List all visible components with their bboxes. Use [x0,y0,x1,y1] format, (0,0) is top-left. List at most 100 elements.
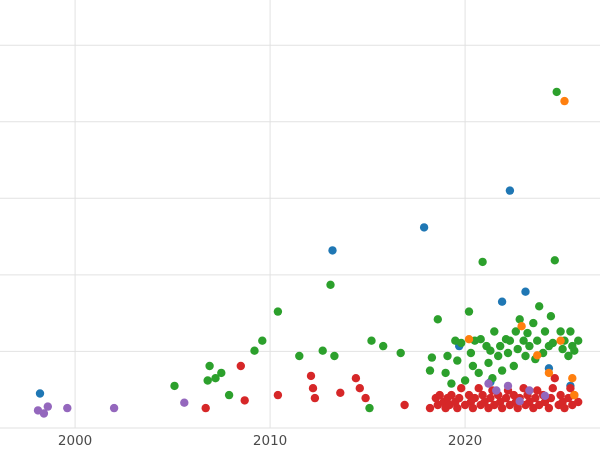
data-point-red [550,374,559,383]
data-point-blue [521,287,530,296]
data-point-green [552,87,561,97]
data-point-red [457,384,466,393]
data-point-red [556,390,565,400]
data-point-red [240,396,249,405]
data-point-green [515,315,524,324]
data-point-red [306,371,316,381]
data-point-green [453,356,462,365]
data-point-orange [517,322,526,331]
data-point-green [478,257,487,267]
data-point-red [497,403,507,413]
data-point-green [466,348,476,358]
data-point-green [503,348,513,358]
data-point-green [318,346,327,355]
data-point-green [490,327,499,336]
data-point-purple [109,403,119,413]
data-point-blue [419,223,429,232]
data-point-blue [328,246,337,255]
data-point-green [533,336,542,345]
data-point-red [310,393,320,403]
data-point-red [400,400,409,410]
data-point-orange [544,368,554,378]
data-point-green [273,307,283,316]
data-point-green [464,307,474,316]
data-point-green [509,361,518,371]
data-point-green [566,327,575,336]
data-point-orange [560,96,569,106]
data-point-green [211,374,220,383]
data-point-green [525,341,534,351]
data-point-green [217,368,226,378]
data-point-purple [540,391,550,400]
data-point-purple [39,409,49,418]
data-point-green [521,351,530,361]
data-point-red [478,390,487,400]
data-point-red [574,397,583,407]
data-point-green [330,351,339,361]
data-point-green [476,335,485,344]
x-tick-label: 2020 [448,433,482,449]
data-point-orange [570,390,579,400]
data-point-red [566,384,575,393]
data-point-green [496,341,505,351]
data-point-red [336,388,345,397]
data-point-green [365,403,374,413]
data-point-red [470,393,479,403]
data-point-green [468,361,478,371]
data-point-red [531,393,540,403]
data-point-green [484,358,493,368]
data-point-orange [568,374,577,383]
data-point-purple [43,402,52,411]
data-point-green [511,327,520,336]
data-point-orange [533,351,542,360]
x-tick-label: 2010 [253,433,287,449]
data-point-red [513,403,522,413]
data-point-red [560,403,569,413]
data-point-green [550,256,559,265]
data-point-green [523,328,532,338]
data-point-green [494,351,503,361]
data-point-red [425,403,435,413]
data-point-green [486,346,495,355]
data-point-green [546,312,556,321]
data-point-green [574,336,583,345]
data-point-purple [63,403,72,413]
data-point-green [396,348,405,358]
data-point-purple [492,386,501,395]
data-point-green [558,344,567,354]
data-point-red [201,403,210,413]
data-point-green [441,368,450,378]
data-point-green [513,344,522,354]
data-point-green [540,327,550,336]
data-point-red [525,397,534,407]
data-point-green [425,366,435,375]
data-point-green [427,353,437,362]
data-point-purple [180,398,189,407]
data-point-green [250,346,259,355]
data-point-red [361,393,370,403]
data-point-red [355,384,364,393]
data-point-orange [464,335,474,344]
data-point-purple [525,386,534,395]
data-point-red [453,403,462,413]
data-point-red [273,390,283,400]
data-point-green [529,318,538,328]
data-point-red [544,403,554,413]
data-point-green [224,390,234,400]
data-point-green [564,351,573,361]
data-point-purple [515,397,524,406]
data-point-green [367,336,376,345]
data-point-green [535,302,544,311]
data-point-green [326,280,335,289]
data-point-red [486,393,495,403]
data-point-red [533,386,542,395]
data-point-green [548,338,557,348]
data-point-green [497,366,507,375]
data-point-green [460,376,470,385]
data-point-blue [35,389,45,398]
data-point-red [447,390,456,400]
data-point-green [170,381,179,391]
data-point-red [468,403,478,413]
data-point-green [505,336,515,345]
